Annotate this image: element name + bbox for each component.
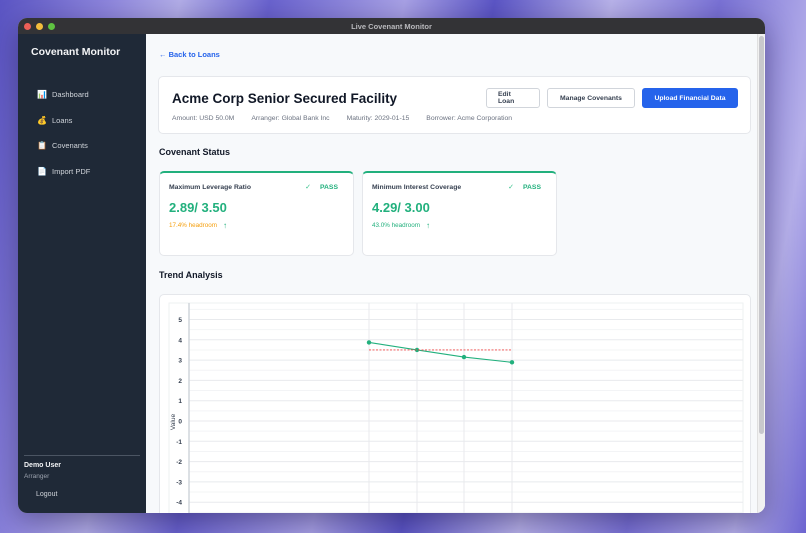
loan-meta: Amount: USD 50.0M Arranger: Global Bank … [172,115,512,122]
main-scrollbar[interactable] [757,34,765,513]
main-content: ← Back to Loans Acme Corp Senior Secured… [146,34,765,513]
trend-chart-card: 5 4 3 2 1 0 -1 -2 -3 -4 Value [159,294,751,513]
status-badge: PASS [319,184,338,191]
title-bar: Live Covenant Monitor [18,18,765,34]
svg-text:Value: Value [170,414,177,431]
user-role: Arranger [24,473,50,480]
covenant-name: Minimum Interest Coverage [372,184,462,191]
headroom-text: 17.4% headroom [169,222,217,229]
trend-chart[interactable]: 5 4 3 2 1 0 -1 -2 -3 -4 Value [160,295,752,513]
money-bag-icon: 💰 [37,115,47,125]
svg-text:-4: -4 [176,500,182,507]
loan-amount: Amount: USD 50.0M [172,115,235,122]
scrollbar-thumb[interactable] [759,36,764,434]
sidebar-item-dashboard[interactable]: 📊 Dashboard [37,82,90,108]
bar-chart-icon: 📊 [37,90,47,100]
sidebar-divider [24,455,140,456]
maximize-window-button[interactable] [48,22,55,30]
app-window: Live Covenant Monitor Covenant Monitor 📊… [18,18,765,513]
sidebar-item-label: Covenants [52,141,88,151]
covenant-card-interest-coverage[interactable]: Minimum Interest Coverage ✓ PASS 4.29/ 3… [362,171,557,256]
svg-text:2: 2 [178,378,182,385]
sidebar-nav: 📊 Dashboard 💰 Loans 📋 Covenants 📄 Import… [37,82,90,184]
svg-text:1: 1 [178,398,182,405]
manage-covenants-button[interactable]: Manage Covenants [547,88,635,108]
status-badge: PASS [522,184,541,191]
close-window-button[interactable] [24,22,31,30]
trend-up-arrow-icon: ↑ [222,221,227,230]
sidebar-item-label: Import PDF [52,166,91,176]
svg-text:4: 4 [178,337,182,344]
sidebar-item-label: Dashboard [52,90,89,100]
covenant-name: Maximum Leverage Ratio [169,184,251,191]
svg-text:-2: -2 [176,459,182,466]
minimize-window-button[interactable] [36,22,43,30]
covenant-headroom: 17.4% headroom ↑ [169,221,227,230]
loan-borrower: Borrower: Acme Corporation [426,115,513,122]
covenant-headroom: 43.0% headroom ↑ [372,221,430,230]
svg-text:0: 0 [178,419,182,426]
trend-up-arrow-icon: ↑ [425,221,430,230]
sidebar-item-import-pdf[interactable]: 📄 Import PDF [37,159,90,185]
covenant-status-heading: Covenant Status [159,147,231,157]
loan-maturity: Maturity: 2029-01-15 [346,115,410,122]
loan-actions: Edit Loan Manage Covenants Upload Financ… [486,88,738,108]
covenant-value: 2.89/ 3.50 [169,200,227,215]
covenant-card-leverage[interactable]: Maximum Leverage Ratio ✓ PASS 2.89/ 3.50… [159,171,354,256]
edit-loan-button[interactable]: Edit Loan [486,88,540,108]
app-body: Covenant Monitor 📊 Dashboard 💰 Loans 📋 C… [18,34,765,513]
check-icon: ✓ [305,184,311,191]
sidebar-item-loans[interactable]: 💰 Loans [37,108,90,134]
window-title: Live Covenant Monitor [351,21,432,31]
upload-financial-data-button[interactable]: Upload Financial Data [642,88,738,108]
check-icon: ✓ [508,184,514,191]
headroom-text: 43.0% headroom [372,222,420,229]
clipboard-icon: 📋 [37,141,47,151]
covenant-value: 4.29/ 3.00 [372,200,430,215]
window-controls [24,22,55,30]
document-icon: 📄 [37,166,47,176]
svg-text:3: 3 [178,358,182,365]
back-to-loans-link[interactable]: ← Back to Loans [159,50,220,59]
sidebar: Covenant Monitor 📊 Dashboard 💰 Loans 📋 C… [18,34,146,513]
logout-button[interactable]: Logout [36,491,58,498]
sidebar-item-covenants[interactable]: 📋 Covenants [37,133,90,159]
page-title: Acme Corp Senior Secured Facility [172,91,398,106]
svg-text:-1: -1 [176,439,182,446]
svg-text:-3: -3 [176,479,182,486]
loan-arranger: Arranger: Global Bank Inc [251,115,330,122]
trend-analysis-heading: Trend Analysis [159,270,223,280]
user-name: Demo User [24,462,61,469]
app-brand: Covenant Monitor [31,46,121,58]
loan-header-card: Acme Corp Senior Secured Facility Amount… [158,76,751,134]
svg-text:5: 5 [178,317,182,324]
sidebar-item-label: Loans [52,115,73,125]
